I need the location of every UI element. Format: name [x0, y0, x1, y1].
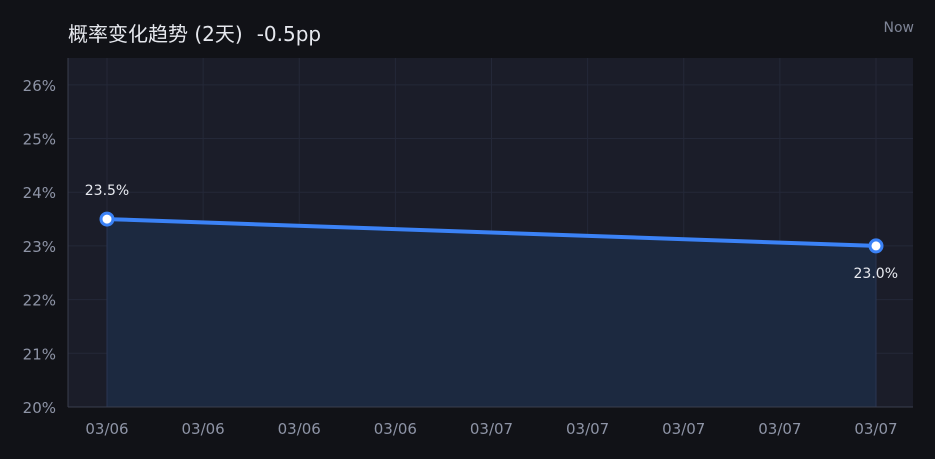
y-tick-label: 23%: [23, 238, 56, 256]
y-tick-label: 22%: [23, 292, 56, 310]
data-point: [868, 238, 884, 254]
change-value: -0.5pp: [256, 22, 322, 46]
x-tick-label: 03/07: [470, 420, 513, 438]
x-tick-label: 03/07: [758, 420, 801, 438]
area-fill: [107, 219, 876, 407]
x-tick-label: 03/07: [566, 420, 609, 438]
data-label: 23.5%: [85, 183, 129, 199]
now-label: Now: [883, 20, 915, 36]
x-tick-label: 03/06: [85, 420, 128, 438]
y-tick-label: 26%: [23, 77, 56, 95]
data-point: [99, 211, 115, 227]
y-tick-label: 21%: [23, 345, 56, 363]
x-tick-label: 03/07: [854, 420, 897, 438]
x-tick-label: 03/07: [662, 420, 705, 438]
y-tick-label: 20%: [23, 399, 56, 417]
data-label: 23.0%: [854, 266, 898, 282]
x-tick-label: 03/06: [278, 420, 321, 438]
chart-title: 概率变化趋势 (2天): [68, 22, 243, 46]
series-line: [105, 217, 878, 248]
y-tick-label: 25%: [23, 131, 56, 149]
x-tick-label: 03/06: [182, 420, 225, 438]
x-tick-label: 03/06: [374, 420, 417, 438]
chart-title-bar: 概率变化趋势 (2天) -0.5pp: [68, 18, 321, 47]
y-tick-label: 24%: [23, 184, 56, 202]
